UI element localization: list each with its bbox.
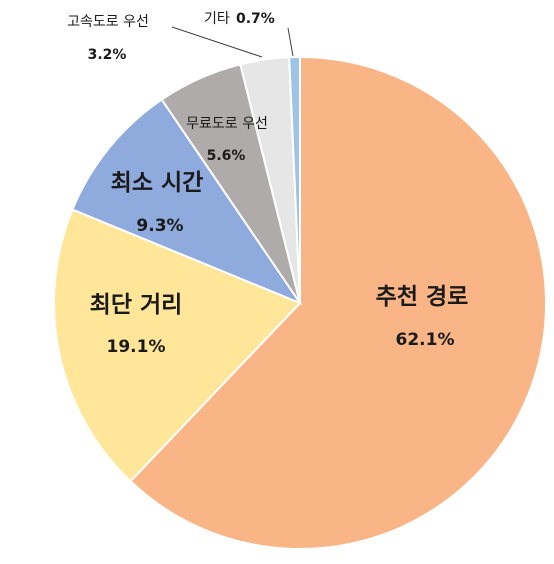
slice-value-highway: 3.2% xyxy=(88,47,127,63)
slice-label-shortest: 최단 거리 xyxy=(90,292,183,318)
pie-slice-min-time xyxy=(71,98,303,306)
slice-label-toll-free: 무료도로 우선 xyxy=(186,116,268,132)
slice-label-recommended: 추천 경로 xyxy=(376,284,469,310)
slice-value-shortest: 19.1% xyxy=(107,337,166,357)
pie-slice-other xyxy=(288,55,301,304)
leader-line-highway xyxy=(171,26,263,58)
slice-value-recommended: 62.1% xyxy=(396,330,455,350)
slice-labels: 추천 경로 62.1% 최단 거리 19.1% 최소 시간 9.3% 무료도로 … xyxy=(67,11,468,357)
pie-slice-shortest xyxy=(53,208,302,483)
leader-line-other xyxy=(287,27,294,57)
slice-label-other: 기타 xyxy=(204,11,230,27)
slice-label-min-time: 최소 시간 xyxy=(111,170,204,196)
slice-value-toll-free: 5.6% xyxy=(207,148,246,164)
slice-value-min-time: 9.3% xyxy=(136,216,183,236)
leader-lines xyxy=(171,26,294,58)
pie-slice-recommended xyxy=(129,55,547,550)
slice-value-other: 0.7% xyxy=(236,11,275,27)
slice-label-highway: 고속도로 우선 xyxy=(67,14,149,30)
pie-slices xyxy=(53,55,547,550)
